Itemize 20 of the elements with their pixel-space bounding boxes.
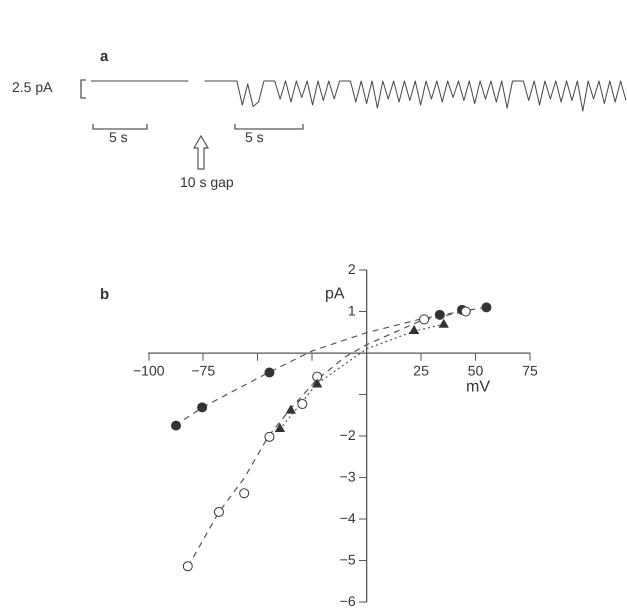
y-tick-label: −2 [340,426,356,443]
chart-title: a [100,48,108,65]
x-axis-title: mV [466,378,490,396]
text: b [100,286,110,303]
x-tick-label: 25 [413,362,430,378]
text: 10 s gap [180,174,234,190]
y-tick-label: 2 [348,260,356,277]
x-tick-label: −75 [191,362,216,378]
text: 5 s [245,129,264,145]
y-axis-title: pA [325,285,345,302]
y-tick-label: −4 [340,510,356,526]
text: 2.5 pA [12,79,52,95]
text: 5 s [109,129,128,145]
x-tick-label: −100 [132,362,165,378]
y-tick-label: −3 [340,468,356,484]
y-tick-label: −6 [340,592,356,608]
x-tick-label: 75 [522,362,538,378]
y-tick-label: −5 [340,551,356,568]
y-tick-label: 1 [348,302,356,318]
x-tick-label: 50 [468,362,484,378]
